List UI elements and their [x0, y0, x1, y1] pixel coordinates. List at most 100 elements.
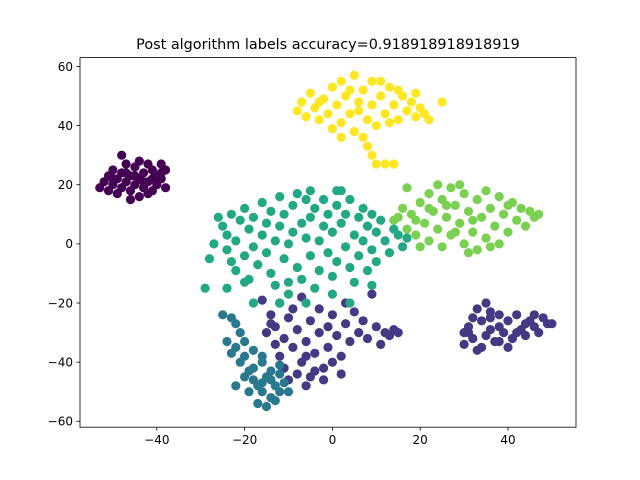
scatter-point — [477, 316, 487, 326]
scatter-point — [275, 221, 285, 231]
scatter-point — [503, 227, 513, 237]
scatter-point — [446, 183, 456, 193]
scatter-point — [384, 82, 395, 92]
scatter-point — [139, 168, 149, 178]
scatter-point — [305, 212, 315, 222]
scatter-point — [371, 159, 381, 169]
scatter-point — [341, 209, 351, 219]
scatter-point — [292, 189, 302, 199]
scatter-point — [481, 233, 491, 243]
scatter-point — [266, 319, 276, 329]
scatter-point — [367, 76, 377, 86]
scatter-point — [389, 100, 399, 110]
x-tick-label: −20 — [232, 433, 257, 447]
scatter-point — [257, 230, 267, 240]
scatter-point — [301, 381, 311, 391]
scatter-point — [349, 70, 359, 80]
scatter-point — [371, 322, 381, 332]
scatter-point — [261, 248, 272, 258]
scatter-point — [485, 242, 495, 252]
scatter-point — [143, 189, 153, 199]
scatter-point — [512, 310, 522, 320]
scatter-point — [231, 265, 241, 276]
scatter-point — [332, 186, 342, 196]
scatter-point — [257, 387, 267, 397]
scatter-point — [389, 215, 399, 225]
scatter-point — [240, 203, 250, 213]
scatter-point — [257, 197, 267, 208]
y-tick-label: 40 — [58, 119, 73, 133]
scatter-point — [336, 118, 346, 128]
scatter-point — [125, 194, 136, 205]
scatter-point — [481, 186, 491, 196]
scatter-point — [266, 310, 276, 320]
scatter-point — [490, 221, 500, 231]
scatter-point — [248, 298, 258, 308]
scatter-point — [279, 333, 289, 344]
axes-layer: −40 −20 0 20 40 −60 −40 −20 0 20 40 60 — [48, 60, 516, 447]
scatter-point — [270, 396, 280, 406]
scatter-point — [354, 212, 364, 222]
scatter-point — [292, 369, 302, 379]
scatter-point — [341, 319, 351, 329]
scatter-point — [108, 174, 118, 184]
x-tick-label: 20 — [413, 433, 428, 447]
scatter-point — [358, 132, 368, 142]
scatter-point — [327, 82, 337, 92]
scatter-point — [472, 245, 482, 255]
scatter-point — [371, 257, 381, 267]
scatter-point — [121, 159, 131, 169]
scatter-point — [222, 336, 232, 347]
scatter-point — [231, 319, 241, 329]
scatter-point — [362, 221, 373, 231]
scatter-point — [275, 369, 285, 379]
scatter-point — [332, 100, 342, 110]
scatter-point — [240, 277, 250, 287]
scatter-point — [266, 366, 276, 376]
scatter-point — [240, 336, 250, 347]
scatter-point — [301, 351, 311, 361]
scatter-point — [266, 206, 276, 216]
scatter-point — [376, 215, 386, 225]
scatter-point — [411, 88, 421, 98]
scatter-point — [297, 218, 307, 228]
y-tick-label: 0 — [65, 237, 73, 251]
scatter-point — [336, 369, 346, 379]
scatter-point — [358, 316, 368, 326]
scatter-point — [266, 268, 276, 278]
scatter-point — [362, 333, 373, 344]
scatter-point — [376, 76, 386, 86]
scatter-point — [437, 97, 447, 107]
scatter-point — [380, 109, 390, 119]
scatter-point — [130, 171, 140, 181]
scatter-point — [420, 218, 430, 228]
scatter-point — [354, 106, 364, 116]
scatter-point — [279, 254, 289, 264]
scatter-point — [301, 194, 311, 205]
scatter-point — [411, 112, 421, 122]
scatter-point — [477, 342, 487, 352]
scatter-point — [485, 307, 495, 317]
scatter-point — [248, 345, 258, 355]
scatter-point — [222, 230, 232, 240]
y-tick-label: 20 — [58, 178, 73, 192]
scatter-point — [534, 328, 544, 338]
scatter-point — [433, 224, 443, 234]
scatter-point — [327, 310, 337, 320]
scatter-point — [240, 351, 250, 361]
scatter-point — [270, 280, 280, 290]
scatter-point — [441, 200, 452, 210]
scatter-point — [354, 251, 364, 261]
scatter-point — [323, 342, 333, 352]
scatter-point — [292, 325, 302, 335]
scatter-point — [468, 313, 478, 323]
scatter-point — [301, 112, 311, 122]
scatter-point — [468, 227, 478, 237]
scatter-point — [209, 239, 219, 249]
scatter-point — [358, 236, 368, 246]
scatter-point — [468, 215, 478, 225]
scatter-point — [108, 165, 118, 175]
scatter-point — [463, 206, 474, 216]
scatter-point — [367, 289, 377, 299]
scatter-point — [261, 401, 272, 412]
